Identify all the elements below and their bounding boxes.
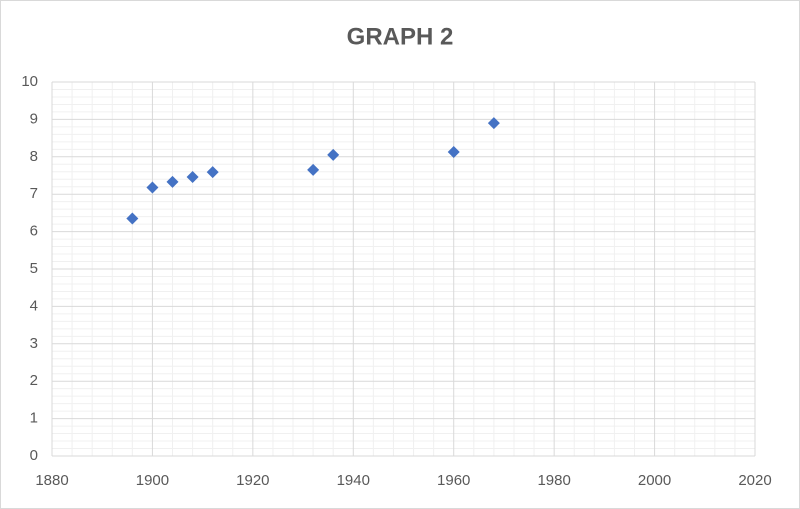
point xyxy=(126,212,139,225)
y-tick-label: 10 xyxy=(21,73,38,90)
y-tick-label: 6 xyxy=(30,223,38,240)
y-tick-label: 2 xyxy=(30,372,38,389)
point xyxy=(307,163,320,176)
y-tick-label: 3 xyxy=(30,335,38,352)
y-tick-label: 5 xyxy=(30,260,38,277)
x-tick-label: 1900 xyxy=(136,472,169,489)
chart-title: GRAPH 2 xyxy=(347,23,454,50)
y-tick-label: 0 xyxy=(30,447,38,464)
y-tick-label: 4 xyxy=(30,297,38,314)
point xyxy=(487,117,500,130)
x-tick-label: 2020 xyxy=(738,472,771,489)
point xyxy=(146,181,159,194)
point xyxy=(206,166,219,179)
x-tick-label: 1960 xyxy=(437,472,470,489)
point xyxy=(327,148,340,161)
x-tick-label: 1940 xyxy=(337,472,370,489)
x-tick-label: 1880 xyxy=(35,472,68,489)
y-tick-label: 8 xyxy=(30,148,38,165)
y-tick-label: 9 xyxy=(30,110,38,127)
point xyxy=(447,145,460,158)
y-tick-label: 7 xyxy=(30,185,38,202)
y-tick-label: 1 xyxy=(30,410,38,427)
x-tick-label: 2000 xyxy=(638,472,671,489)
x-tick-label: 1920 xyxy=(236,472,269,489)
point xyxy=(186,170,199,183)
point xyxy=(166,175,179,188)
x-tick-label: 1980 xyxy=(537,472,570,489)
